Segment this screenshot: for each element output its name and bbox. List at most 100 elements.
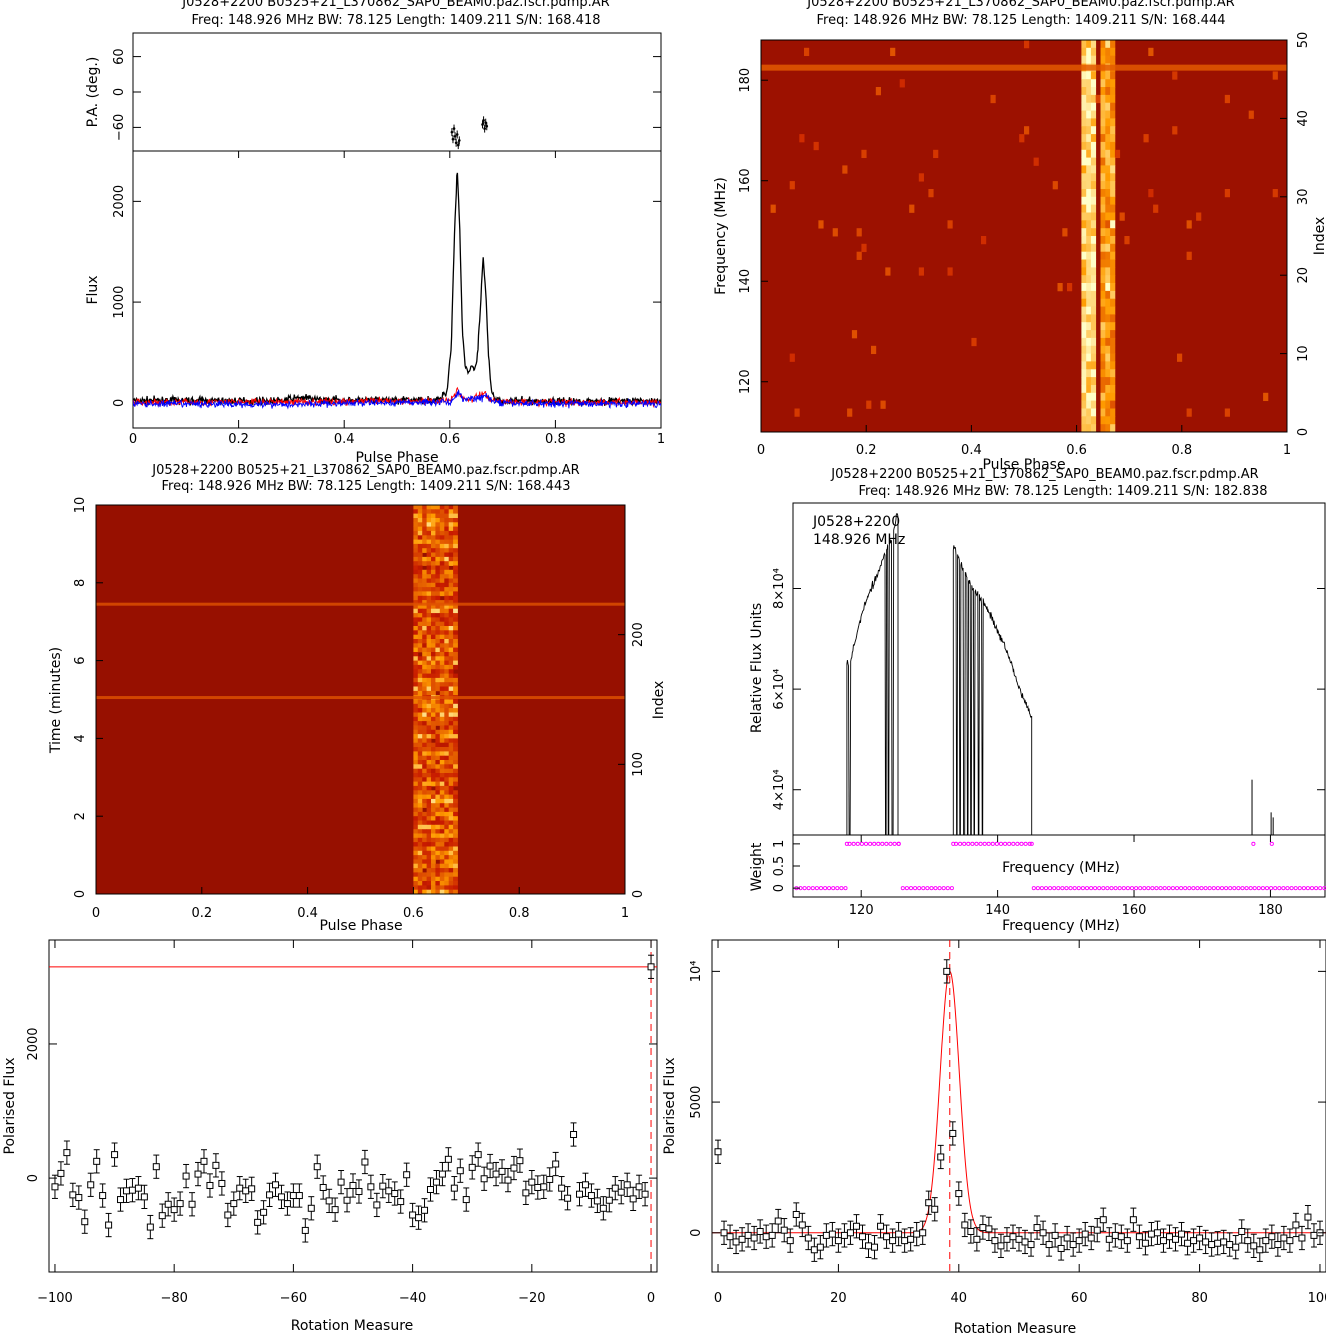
heatmap-cell [1105, 330, 1111, 339]
heatmap-cell [1090, 400, 1097, 409]
heatmap-cell [448, 790, 454, 796]
heatmap-cell [435, 530, 441, 536]
heatmap-cell [444, 617, 450, 623]
heatmap-cell [453, 626, 458, 631]
heatmap-cell [439, 807, 445, 813]
heatmap-cell [435, 734, 441, 739]
heatmap-cell [426, 634, 432, 640]
x-tick-label: 0.8 [509, 906, 530, 921]
heatmap-cell [1100, 236, 1106, 245]
heatmap-cell [426, 543, 432, 549]
data-point [307, 1204, 315, 1212]
y-tick-label: 8 [73, 579, 88, 587]
heatmap-cell [899, 79, 905, 88]
heatmap-cell [1105, 290, 1111, 300]
heatmap-cell [431, 876, 436, 882]
heatmap-cell [435, 889, 441, 895]
weight-point [1305, 886, 1310, 891]
heatmap-cell [422, 846, 428, 852]
weight-point [1027, 841, 1032, 846]
heatmap-cell [448, 837, 454, 843]
heatmap-cell [861, 149, 867, 159]
data-point [822, 1231, 830, 1239]
weight-point [1031, 886, 1036, 891]
heatmap-cell [1110, 416, 1116, 425]
weight-point [1252, 886, 1257, 891]
heatmap-cell [435, 842, 441, 847]
spectrum-title: J0528+2200 B0525+21_L370862_SAP0_BEAM0.p… [830, 467, 1258, 482]
heatmap-cell [1090, 196, 1097, 206]
heatmap-cell [413, 530, 419, 536]
heatmap-cell [1110, 79, 1116, 88]
weight-point [802, 886, 807, 891]
heatmap-cell [426, 803, 432, 808]
heatmap-cell [422, 768, 428, 774]
weight-point [868, 841, 873, 846]
heatmap-cell [439, 729, 445, 735]
heatmap-cell [448, 855, 454, 860]
weight-point [941, 886, 946, 891]
heatmap-cell [1090, 141, 1097, 151]
heatmap-cell [1100, 71, 1106, 80]
heatmap-cell [448, 643, 454, 649]
heatmap-cell [422, 664, 428, 670]
data-point [576, 1190, 584, 1198]
heatmap-cell [435, 677, 441, 683]
heatmap-cell [439, 747, 445, 752]
weight-point [827, 886, 832, 891]
heatmap-cell [413, 561, 419, 566]
weight-point [1154, 886, 1159, 891]
heatmap-cell [439, 785, 445, 791]
heatmap-cell [439, 626, 445, 631]
heatmap-cell [426, 855, 432, 860]
heatmap-cell [453, 768, 458, 774]
weight-point [1162, 886, 1167, 891]
heatmap-cell [448, 548, 454, 553]
heatmap-cell [1110, 243, 1116, 253]
heatmap-cell [426, 885, 432, 891]
heatmap-cell [444, 824, 450, 830]
weight-point [1195, 886, 1200, 891]
heatmap-cell [1086, 157, 1092, 166]
heatmap-cell [439, 734, 445, 739]
heatmap-cell [1081, 337, 1087, 347]
heatmap-cell [431, 643, 436, 649]
heatmap-cell [417, 660, 423, 666]
heatmap-cell [426, 820, 432, 826]
heatmap-cell [448, 669, 454, 674]
heatmap-cell [453, 634, 458, 640]
weight-point [1309, 886, 1315, 891]
heatmap-cell [431, 850, 436, 856]
heatmap-background [96, 505, 625, 894]
heatmap-cell [444, 522, 450, 528]
heatmap-cell [1100, 385, 1106, 394]
heatmap-cell [1081, 102, 1087, 111]
heatmap-cell [417, 703, 423, 709]
heatmap-cell [417, 785, 423, 791]
heatmap-cell [861, 243, 867, 253]
data-point [732, 1238, 740, 1246]
heatmap-cell [435, 708, 441, 713]
profile-series [133, 172, 661, 410]
heatmap-cell [1086, 392, 1092, 402]
heatmap-cell [422, 734, 428, 739]
data-point [967, 1227, 975, 1235]
heatmap-cell [417, 794, 423, 800]
data-point [629, 1195, 637, 1203]
weight-point [951, 841, 956, 846]
data-point [540, 1183, 548, 1191]
heatmap-cell [444, 664, 450, 670]
y-tick-label: 1000 [112, 286, 127, 319]
rfi-band [761, 64, 1287, 71]
heatmap-cell [422, 518, 428, 523]
heatmap-cell [435, 673, 441, 679]
heatmap-cell [431, 673, 436, 679]
heatmap-cell [1105, 275, 1111, 284]
weight-point [1015, 841, 1020, 846]
data-point [176, 1200, 184, 1208]
y2-tick-label: 100 [631, 752, 646, 777]
heatmap-cell [417, 518, 423, 523]
data-point [1310, 1231, 1318, 1239]
